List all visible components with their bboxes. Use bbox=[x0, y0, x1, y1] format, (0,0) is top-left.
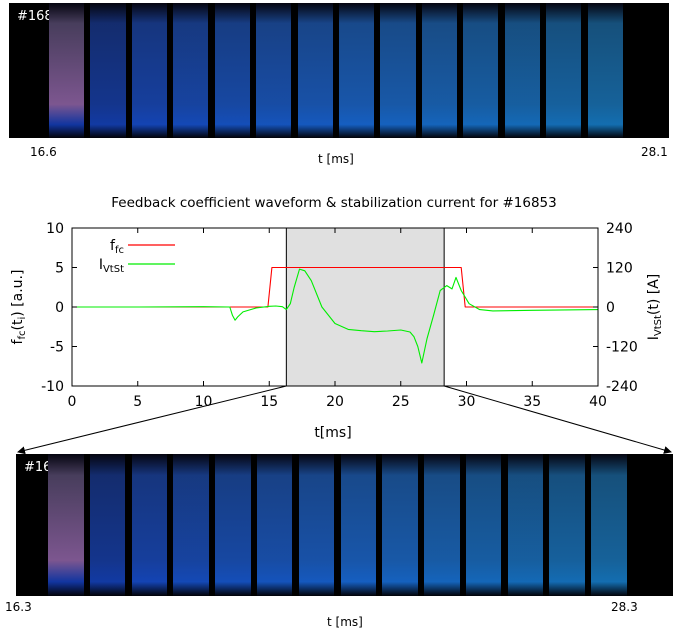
x-tick-label: 5 bbox=[133, 394, 142, 410]
top-camera-strip: #16852 bbox=[9, 3, 669, 138]
camera-frame bbox=[131, 454, 168, 596]
camera-frame bbox=[90, 3, 126, 138]
camera-frame bbox=[215, 454, 251, 596]
x-axis-label: t[ms] bbox=[314, 425, 351, 441]
x-tick-label: 25 bbox=[392, 394, 410, 410]
series-line-ivtst bbox=[72, 268, 599, 364]
x-tick-label: 15 bbox=[260, 394, 278, 410]
y2-tick-label: 120 bbox=[606, 261, 633, 277]
camera-frame bbox=[48, 454, 84, 596]
chart-title: Feedback coefficient waveform & stabiliz… bbox=[111, 195, 556, 211]
camera-frame bbox=[297, 3, 333, 138]
y2-axis-label: IVtSt(t) [A] bbox=[646, 274, 664, 341]
camera-frame bbox=[49, 3, 85, 138]
x-tick-label: 20 bbox=[326, 394, 344, 410]
camera-frame bbox=[465, 454, 502, 596]
top-strip-end-time: 28.1 bbox=[641, 145, 668, 159]
y-tick-label: 0 bbox=[55, 300, 64, 316]
y-tick-label: -10 bbox=[41, 379, 64, 395]
camera-frame bbox=[256, 3, 292, 138]
camera-frame bbox=[89, 454, 126, 596]
y-tick-label: 10 bbox=[46, 221, 64, 237]
top-strip-start-time: 16.6 bbox=[30, 145, 57, 159]
x-tick-label: 0 bbox=[68, 394, 77, 410]
camera-frame bbox=[421, 3, 458, 138]
y2-tick-label: 0 bbox=[606, 300, 615, 316]
bottom-camera-strip: #16853 bbox=[16, 454, 673, 596]
y2-tick-label: -240 bbox=[606, 379, 638, 395]
camera-frame bbox=[340, 454, 377, 596]
camera-frame bbox=[591, 454, 627, 596]
camera-frame bbox=[424, 454, 460, 596]
camera-frame bbox=[380, 3, 416, 138]
camera-frame bbox=[256, 454, 293, 596]
camera-frame bbox=[587, 3, 623, 138]
camera-frame bbox=[382, 454, 418, 596]
bottom-strip-end-time: 28.3 bbox=[611, 600, 638, 614]
highlight-band bbox=[285, 227, 445, 387]
camera-frame bbox=[504, 3, 540, 138]
y2-tick-label: -120 bbox=[606, 340, 638, 356]
x-tick-label: 30 bbox=[458, 394, 476, 410]
legend-label-ivtst: IVtSt bbox=[99, 257, 124, 275]
camera-frame bbox=[173, 3, 209, 138]
zoom-arrow-left bbox=[17, 385, 287, 455]
bottom-strip-start-time: 16.3 bbox=[5, 600, 32, 614]
camera-frame bbox=[131, 3, 168, 138]
series-line-ffc bbox=[72, 266, 598, 308]
camera-frame bbox=[546, 3, 582, 138]
camera-frame bbox=[549, 454, 585, 596]
bottom-strip-axis-label: t [ms] bbox=[327, 615, 363, 629]
camera-frame bbox=[463, 3, 499, 138]
camera-frame bbox=[214, 3, 250, 138]
camera-frame bbox=[507, 454, 544, 596]
y2-tick-label: 240 bbox=[606, 221, 633, 237]
x-tick-label: 35 bbox=[523, 394, 541, 410]
x-tick-label: 40 bbox=[589, 394, 607, 410]
legend-label-ffc: ffc bbox=[110, 238, 124, 256]
y-tick-label: 5 bbox=[55, 261, 64, 277]
camera-frame bbox=[298, 454, 335, 596]
camera-frame bbox=[173, 454, 209, 596]
camera-frame bbox=[339, 3, 375, 138]
top-strip-axis-label: t [ms] bbox=[318, 152, 354, 166]
y-axis-label: ffc(ti) [a.u.] bbox=[10, 270, 28, 345]
x-tick-label: 10 bbox=[195, 394, 213, 410]
zoom-arrow-right bbox=[444, 385, 672, 454]
y-tick-label: -5 bbox=[50, 340, 64, 356]
